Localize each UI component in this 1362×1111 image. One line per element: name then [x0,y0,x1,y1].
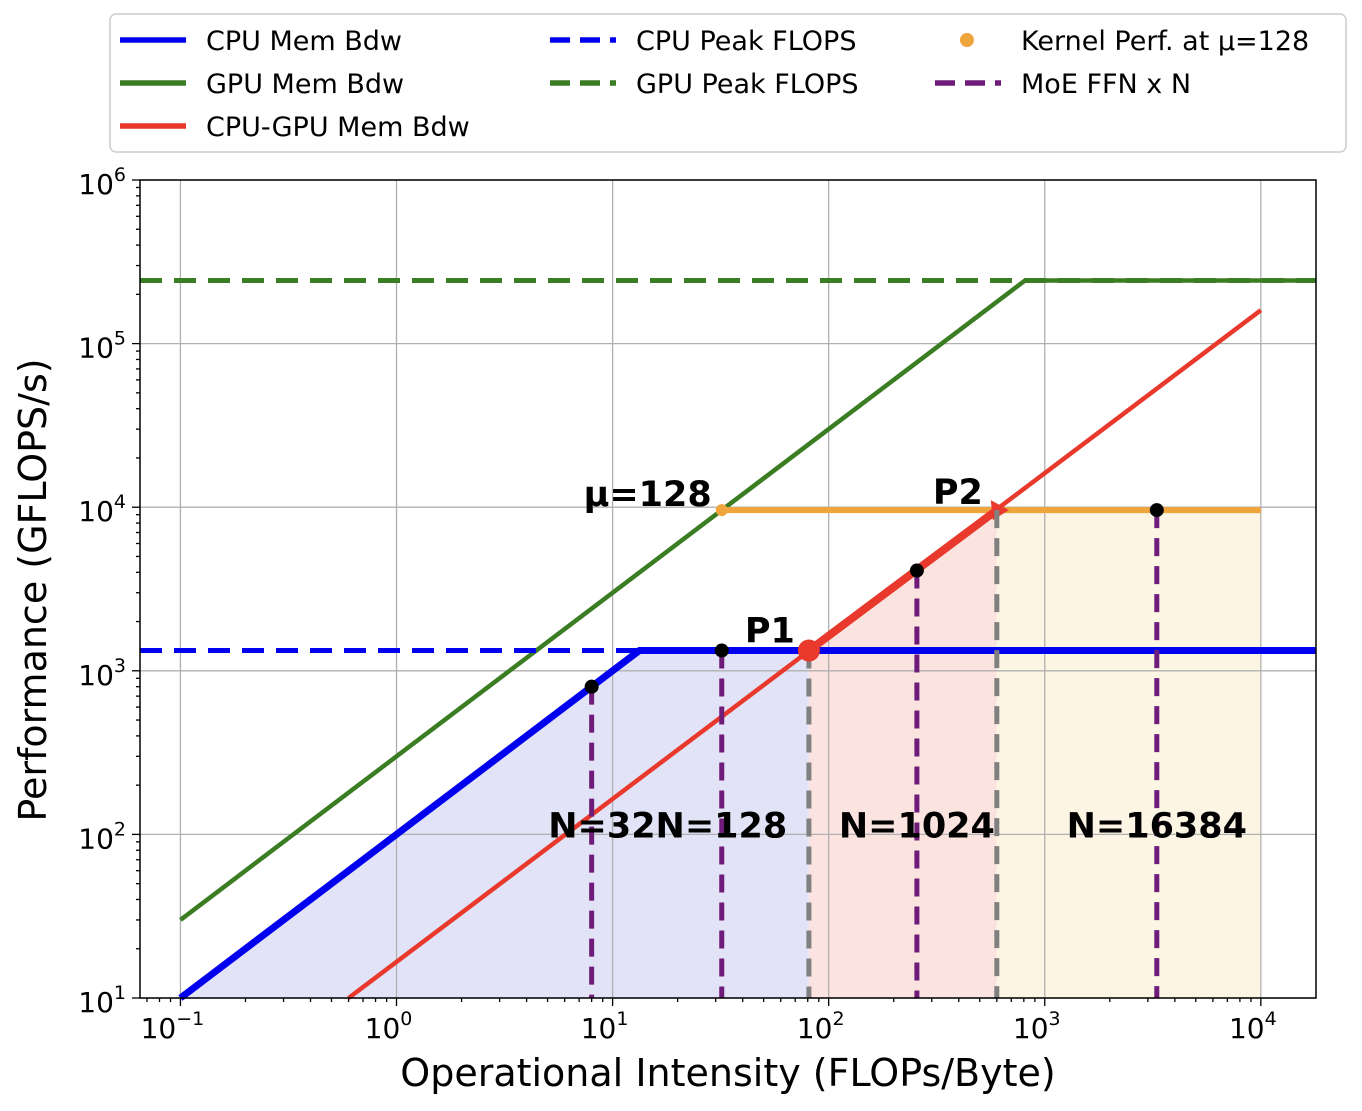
y-tick-exponent: 1 [114,982,126,1004]
x-tick-exponent: 4 [1265,1008,1277,1030]
data-markers [584,503,1164,694]
region-fills [180,510,1261,998]
plot-frame [139,179,1317,999]
y-tick-exponent: 6 [114,164,126,186]
x-tick-exponent: 3 [1049,1008,1061,1030]
moe-ffn-point [909,563,924,578]
kernel-perf-point [715,504,728,517]
annotation-n-16384: N=16384 [1067,807,1247,847]
x-axis-label: Operational Intensity (FLOPs/Byte) [400,1051,1055,1095]
p1-label: P1 [745,612,795,652]
y-tick-exponent: 2 [114,818,126,840]
region-fill-n-1024 [808,510,997,998]
annotation-128: μ=128 [584,475,712,515]
annotation-n-1024: N=1024 [839,807,995,847]
legend-frame [109,13,1347,153]
x-tick-exponent: 1 [616,1008,628,1030]
legend-cpu-mem-bdw-label: CPU Mem Bdw [206,26,402,57]
legend-kernel-perf-at-128-label: Kernel Perf. at μ=128 [1021,26,1309,57]
x-tick-exponent: −1 [176,1008,204,1030]
legend-gpu-peak-flops-label: GPU Peak FLOPS [636,69,859,100]
legend-cpu-gpu-mem-bdw-label: CPU-GPU Mem Bdw [206,112,470,143]
x-tick-exponent: 0 [400,1008,412,1030]
p2-label: P2 [933,473,983,513]
p1-marker [797,639,820,662]
region-fill-n-16384 [996,510,1261,998]
annotation-n-32n-128: N=32N=128 [548,807,787,847]
p1-p2-segment [806,506,1000,654]
series-cpu-mem-bdw [178,647,1316,1001]
x-tick-exponent: 2 [832,1008,844,1030]
legend-cpu-peak-flops-label: CPU Peak FLOPS [636,26,856,57]
region-fill-n-32n-128 [180,650,809,998]
moe-ffn-point [1149,503,1164,518]
moe-ffn-point [714,643,729,658]
legend-kernel-perf-at-128-swatch [960,33,974,47]
y-tick-exponent: 4 [114,491,126,513]
legend-moe-ffn-x-n-label: MoE FFN x N [1021,69,1191,100]
x-tick-label: 104 [1229,1008,1277,1045]
y-tick-exponent: 3 [114,655,126,677]
annotations: P1 P2 μ=128 N=32N=128 N=1024 N=16384 [548,473,1247,847]
x-tick-label: 101 [581,1008,629,1045]
y-axis-label: Performance (GFLOPS/s) [11,358,55,821]
moe-ffn-point [584,679,599,694]
legend: CPU Mem Bdw GPU Mem Bdw CPU-GPU Mem Bdw CPU… [109,13,1347,153]
legend-gpu-mem-bdw-label: GPU Mem Bdw [206,69,404,100]
y-tick-label: 103 [78,655,126,692]
y-tick-exponent: 5 [114,328,126,350]
